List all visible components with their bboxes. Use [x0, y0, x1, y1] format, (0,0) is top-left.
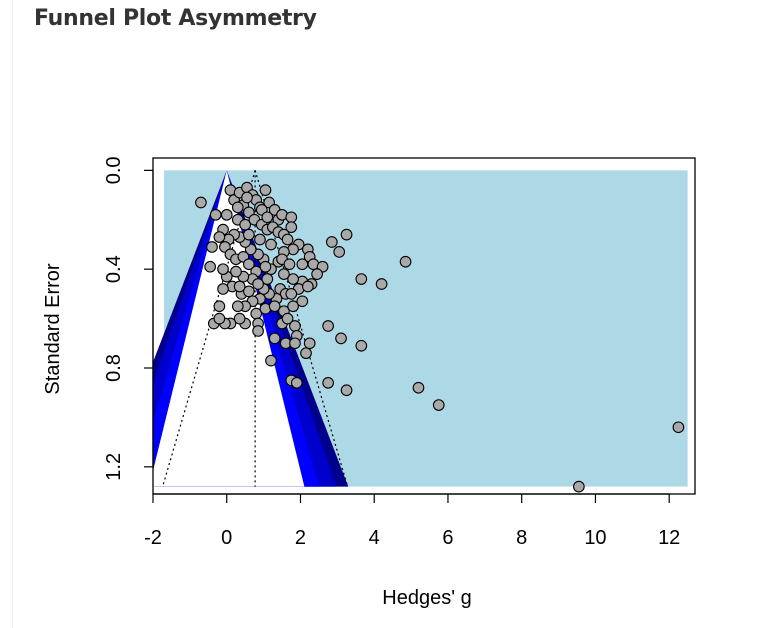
axes: -2 0 2 4 6 8 10 12 0.0 0.4 0.8 1.2 — [103, 156, 680, 549]
data-point — [285, 211, 298, 224]
x-tick-label: -2 — [144, 527, 162, 549]
data-point — [325, 236, 338, 248]
data-point — [213, 300, 226, 313]
points-layer — [195, 181, 685, 493]
data-point — [355, 273, 368, 285]
data-point — [289, 337, 301, 350]
y-tick-label: 0.4 — [103, 255, 125, 283]
data-point — [241, 191, 253, 204]
x-tick-label: 10 — [584, 527, 606, 549]
x-tick-label: 8 — [516, 527, 527, 549]
data-point — [375, 278, 388, 290]
plot-region — [153, 170, 688, 487]
data-point — [243, 228, 255, 241]
data-point — [233, 280, 246, 293]
data-point — [281, 233, 294, 246]
data-point — [289, 320, 301, 332]
data-point — [399, 255, 412, 268]
data-point — [268, 300, 281, 313]
data-point — [573, 480, 585, 493]
panel-divider — [12, 0, 13, 628]
data-point — [204, 260, 216, 273]
data-point — [213, 231, 226, 243]
data-point — [209, 208, 222, 221]
data-point — [303, 337, 316, 350]
data-point — [231, 201, 244, 214]
data-point — [311, 268, 323, 280]
data-point — [290, 376, 303, 389]
data-point — [259, 184, 272, 196]
data-point — [213, 312, 226, 325]
y-tick-label: 0.8 — [103, 354, 125, 382]
page-title: Funnel Plot Asymmetry — [34, 6, 317, 31]
data-point — [239, 218, 252, 231]
data-point — [300, 347, 312, 360]
x-tick-label: 6 — [442, 527, 453, 549]
data-point — [281, 312, 294, 325]
data-point — [217, 263, 229, 276]
y-axis-label: Standard Error — [42, 263, 64, 395]
data-point — [432, 399, 445, 411]
data-point — [340, 228, 353, 241]
data-point — [296, 295, 309, 308]
data-point — [252, 278, 264, 290]
data-point — [206, 241, 218, 253]
data-point — [261, 211, 274, 224]
data-point — [231, 300, 244, 313]
data-point — [335, 332, 347, 345]
data-point — [243, 258, 255, 271]
data-point — [265, 354, 277, 367]
data-point — [322, 320, 334, 332]
data-point — [195, 196, 207, 209]
data-point — [285, 288, 298, 300]
x-tick-label: 4 — [369, 527, 380, 549]
data-point — [259, 260, 272, 273]
data-point — [287, 273, 299, 285]
data-point — [233, 312, 246, 325]
y-tick-label: 1.2 — [103, 453, 125, 481]
data-point — [220, 208, 233, 221]
x-axis-label: Hedges' g — [382, 587, 471, 609]
data-point — [261, 273, 274, 285]
data-point — [333, 246, 346, 258]
data-point — [252, 325, 264, 337]
data-point — [283, 258, 296, 271]
data-point — [287, 300, 299, 313]
data-point — [278, 268, 290, 280]
data-point — [243, 285, 255, 298]
data-point — [285, 221, 298, 234]
data-point — [302, 280, 314, 293]
data-point — [355, 339, 368, 352]
data-point — [254, 233, 266, 246]
x-tick-label: 0 — [221, 527, 232, 549]
data-point — [217, 283, 229, 295]
y-tick-label: 0.0 — [103, 156, 125, 184]
data-point — [672, 421, 685, 434]
data-point — [268, 332, 281, 345]
x-tick-label: 12 — [658, 527, 680, 549]
data-point — [265, 238, 277, 251]
x-tick-label: 2 — [295, 527, 306, 549]
data-point — [412, 381, 425, 394]
data-point — [230, 265, 242, 278]
data-point — [340, 384, 353, 397]
data-point — [322, 376, 334, 389]
